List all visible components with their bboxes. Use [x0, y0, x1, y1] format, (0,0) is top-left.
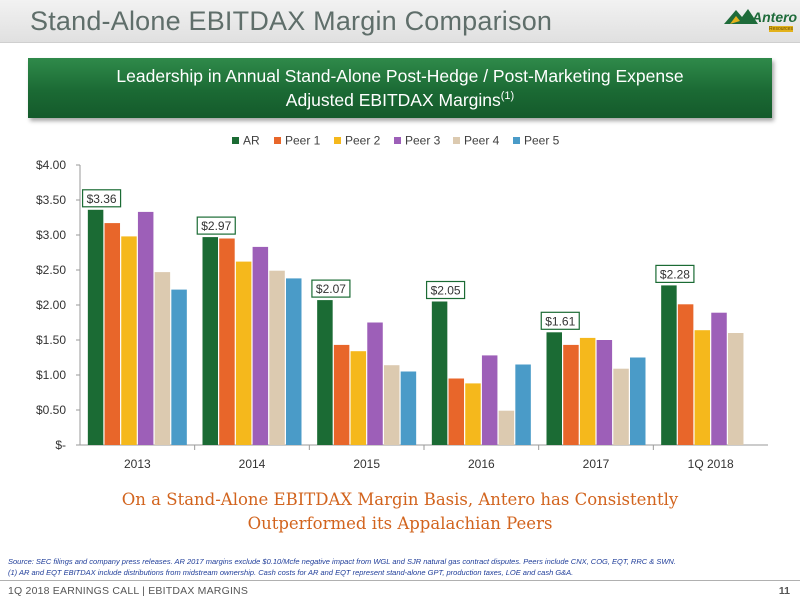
bar-1-1 [219, 238, 235, 445]
y-tick-label-8: $- [55, 438, 66, 452]
bar-5-1 [286, 278, 302, 445]
bar-3-4 [596, 340, 613, 445]
bar-5-3 [515, 364, 531, 445]
y-tick-label-6: $1.00 [36, 368, 66, 382]
footnote-1: (1) AR and EQT EBITDAX include distribut… [8, 568, 574, 577]
logo-name: Antero [752, 9, 798, 25]
legend-label-3: Peer 3 [405, 134, 441, 148]
bar-2-2 [350, 351, 367, 445]
conclusion-text: On a Stand-Alone EBITDAX Margin Basis, A… [60, 488, 740, 536]
data-label-box-1 [196, 216, 236, 235]
data-label-box-4 [540, 311, 580, 330]
legend-swatch-5 [513, 137, 520, 144]
x-tick-label-1: 2014 [239, 457, 266, 471]
data-label-0: $3.36 [87, 192, 117, 206]
title-bar [0, 0, 800, 43]
bar-3-2 [367, 322, 383, 445]
data-label-3: $2.05 [431, 284, 461, 298]
bar-4-1 [269, 270, 285, 445]
bar-1-0 [104, 223, 121, 445]
headline-banner: Leadership in Annual Stand-Alone Post-He… [28, 58, 772, 118]
data-label-box-5 [655, 264, 695, 283]
bar-0-5 [661, 285, 677, 445]
y-tick-label-3: $2.50 [36, 263, 66, 277]
bar-3-1 [252, 246, 269, 445]
bar-1-2 [333, 344, 350, 445]
legend-label-1: Peer 1 [285, 134, 321, 148]
slide-title: Stand-Alone EBITDAX Margin Comparison [30, 6, 553, 36]
mountain-logo-icon [724, 9, 758, 24]
bar-0-0 [87, 209, 104, 445]
ebitdax-margin-bar-chart: AR Peer 1 Peer 2 Peer 3 Peer 4 Peer 5 $4.00 $3.… [36, 134, 768, 471]
x-tick-label-5: 1Q 2018 [688, 457, 734, 471]
y-tick-label-1: $3.50 [36, 193, 66, 207]
data-label-5: $2.28 [660, 267, 690, 281]
x-tick-label-3: 2016 [468, 457, 495, 471]
legend-swatch-1 [274, 137, 281, 144]
y-tick-label-4: $2.00 [36, 298, 66, 312]
bar-3-5 [711, 312, 727, 445]
bar-3-0 [137, 211, 154, 445]
legend-swatch-0 [232, 137, 239, 144]
y-tick-label-0: $4.00 [36, 158, 66, 172]
footnote-source: Source: SEC filings and company press re… [8, 557, 676, 566]
x-tick-label-4: 2017 [583, 457, 610, 471]
bar-4-4 [613, 368, 629, 445]
footer-divider [0, 580, 800, 581]
legend-swatch-3 [394, 137, 401, 144]
bar-1-3 [448, 378, 465, 445]
bar-0-2 [317, 300, 333, 445]
data-label-box-0 [81, 189, 122, 208]
bar-2-0 [121, 236, 137, 445]
logo-subtitle: Resources [769, 26, 793, 32]
legend-label-2: Peer 2 [345, 134, 381, 148]
legend-label-4: Peer 4 [464, 134, 500, 148]
conclusion-line-1: On a Stand-Alone EBITDAX Margin Basis, A… [121, 490, 679, 509]
legend-label-0: AR [243, 134, 260, 148]
bar-5-0 [171, 289, 187, 445]
bar-4-3 [498, 410, 515, 445]
bar-2-1 [235, 261, 252, 445]
legend-swatch-4 [453, 137, 460, 144]
bar-4-2 [383, 365, 400, 445]
bar-5-4 [630, 357, 646, 445]
bar-0-1 [202, 237, 218, 445]
banner-line-1: Leadership in Annual Stand-Alone Post-He… [116, 66, 684, 86]
legend-swatch-2 [334, 137, 341, 144]
bar-0-3 [431, 301, 448, 445]
bar-2-5 [694, 330, 711, 445]
data-label-box-2 [311, 279, 351, 298]
y-tick-label-2: $3.00 [36, 228, 66, 242]
bar-2-4 [579, 337, 596, 445]
banner-line-2: Adjusted EBITDAX Margins(1) [28, 88, 772, 112]
legend-label-5: Peer 5 [524, 134, 560, 148]
bar-1-5 [677, 304, 694, 445]
bar-3-3 [481, 355, 498, 445]
data-label-2: $2.07 [316, 282, 346, 296]
data-label-box-3 [425, 280, 466, 300]
bar-4-5 [727, 333, 744, 445]
bar-2-3 [465, 383, 481, 445]
data-label-4: $1.61 [545, 314, 575, 328]
x-tick-label-0: 2013 [124, 457, 151, 471]
conclusion-line-2: Outperformed its Appalachian Peers [247, 514, 553, 533]
bar-1-4 [563, 344, 579, 445]
y-tick-label-7: $0.50 [36, 403, 66, 417]
banner-footnote-ref: (1) [500, 90, 515, 103]
banner-line-2-text: Adjusted EBITDAX Margins [285, 90, 501, 110]
footer-label: 1Q 2018 EARNINGS CALL | EBITDAX MARGINS [8, 585, 249, 597]
data-label-1: $2.97 [201, 219, 231, 233]
bar-4-0 [154, 272, 171, 445]
x-tick-label-2: 2015 [353, 457, 380, 471]
page-number: 11 [778, 585, 790, 597]
bar-5-2 [400, 371, 417, 445]
bar-0-4 [546, 332, 562, 445]
y-tick-label-5: $1.50 [36, 333, 66, 347]
